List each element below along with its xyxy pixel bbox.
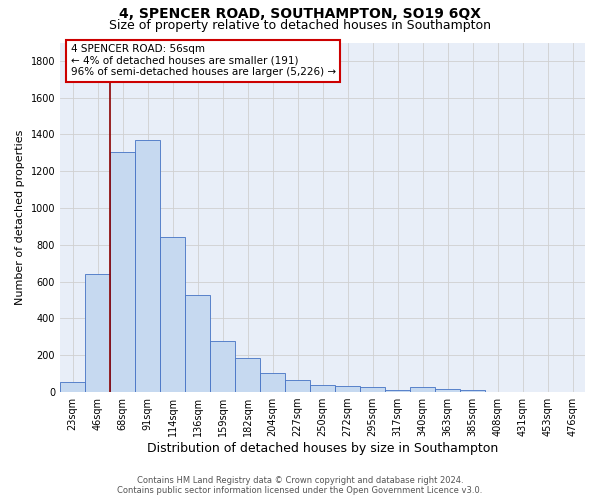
- Bar: [310, 384, 335, 392]
- Bar: [360, 388, 385, 392]
- Bar: [260, 373, 285, 392]
- Bar: [135, 140, 160, 392]
- Bar: [335, 386, 360, 392]
- Bar: [385, 390, 410, 392]
- Bar: [285, 380, 310, 392]
- Bar: [210, 340, 235, 392]
- Text: 4, SPENCER ROAD, SOUTHAMPTON, SO19 6QX: 4, SPENCER ROAD, SOUTHAMPTON, SO19 6QX: [119, 8, 481, 22]
- Bar: [60, 382, 85, 392]
- Bar: [110, 152, 135, 392]
- Text: Contains HM Land Registry data © Crown copyright and database right 2024.
Contai: Contains HM Land Registry data © Crown c…: [118, 476, 482, 495]
- Bar: [435, 389, 460, 392]
- Bar: [460, 390, 485, 392]
- Y-axis label: Number of detached properties: Number of detached properties: [15, 130, 25, 305]
- Bar: [160, 236, 185, 392]
- Bar: [410, 388, 435, 392]
- Bar: [235, 358, 260, 392]
- X-axis label: Distribution of detached houses by size in Southampton: Distribution of detached houses by size …: [147, 442, 498, 455]
- Bar: [185, 294, 210, 392]
- Bar: [85, 274, 110, 392]
- Text: 4 SPENCER ROAD: 56sqm
← 4% of detached houses are smaller (191)
96% of semi-deta: 4 SPENCER ROAD: 56sqm ← 4% of detached h…: [71, 44, 335, 78]
- Text: Size of property relative to detached houses in Southampton: Size of property relative to detached ho…: [109, 18, 491, 32]
